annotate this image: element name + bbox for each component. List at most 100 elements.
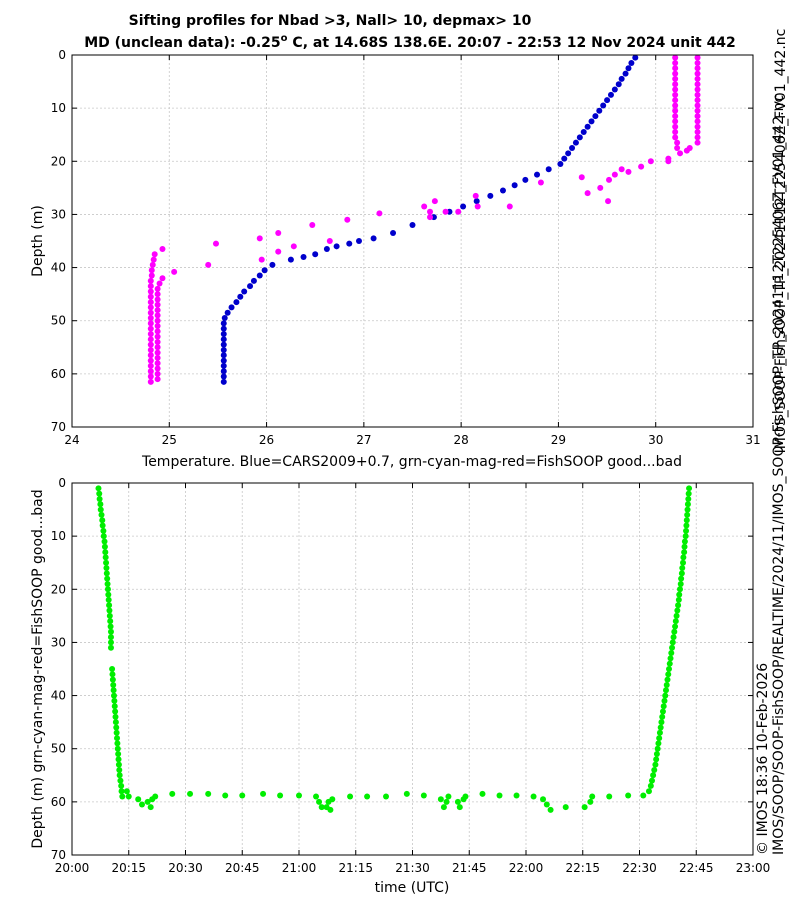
bottom-point-fishsoop-good	[118, 788, 125, 795]
top-point-fishsoop-bad	[638, 163, 645, 170]
top-point-fishsoop-bad	[154, 323, 161, 330]
top-point-cars2009-0-7	[300, 253, 307, 260]
top-point-fishsoop-bad	[154, 317, 161, 324]
bottom-point-fishsoop-good	[685, 490, 692, 497]
top-point-fishsoop-bad	[665, 158, 672, 165]
bottom-point-fishsoop-good	[540, 796, 547, 803]
bottom-y-tick-label: 0	[58, 476, 66, 490]
top-point-fishsoop-bad	[147, 368, 154, 375]
top-x-tick-label: 25	[162, 433, 177, 447]
bottom-point-fishsoop-good	[671, 628, 678, 635]
bottom-point-fishsoop-good	[112, 708, 119, 715]
top-point-fishsoop-bad	[672, 54, 679, 61]
top-point-fishsoop-bad	[597, 184, 604, 191]
bottom-point-fishsoop-good	[112, 713, 119, 720]
top-point-fishsoop-bad	[147, 378, 154, 385]
top-point-fishsoop-bad	[677, 150, 684, 157]
top-point-cars2009-0-7	[220, 378, 227, 385]
top-point-fishsoop-bad	[694, 102, 701, 109]
top-point-fishsoop-bad	[672, 75, 679, 82]
top-point-cars2009-0-7	[600, 102, 607, 109]
top-point-cars2009-0-7	[511, 182, 518, 189]
bottom-point-fishsoop-good	[100, 527, 107, 534]
bottom-y-tick-label: 10	[51, 529, 66, 543]
bottom-point-fishsoop-good	[329, 796, 336, 803]
bottom-point-fishsoop-good	[656, 735, 663, 742]
bottom-point-fishsoop-good	[440, 804, 447, 811]
top-point-fishsoop-bad	[156, 280, 163, 287]
bottom-point-fishsoop-good	[606, 793, 613, 800]
top-point-fishsoop-bad	[506, 203, 513, 210]
bottom-point-fishsoop-good	[107, 618, 114, 625]
bottom-point-fishsoop-good	[443, 798, 450, 805]
top-point-fishsoop-bad	[672, 129, 679, 136]
bottom-point-fishsoop-good	[144, 798, 151, 805]
top-point-cars2009-0-7	[233, 299, 240, 306]
bottom-point-fishsoop-good	[106, 612, 113, 619]
bottom-point-fishsoop-good	[106, 602, 113, 609]
bottom-point-fishsoop-good	[666, 666, 673, 672]
top-point-cars2009-0-7	[580, 129, 587, 136]
top-x-tick-label: 28	[454, 433, 469, 447]
bottom-point-fishsoop-good	[97, 501, 104, 508]
bottom-point-fishsoop-good	[101, 543, 108, 550]
bottom-point-fishsoop-good	[589, 793, 596, 800]
bottom-x-tick-label: 21:15	[338, 861, 373, 875]
bottom-point-fishsoop-good	[260, 790, 267, 797]
bottom-point-fishsoop-good	[119, 793, 126, 800]
bottom-x-tick-label: 21:30	[395, 861, 430, 875]
bottom-point-fishsoop-good	[675, 596, 682, 603]
bottom-point-fishsoop-good	[660, 703, 667, 710]
top-point-fishsoop-bad	[694, 97, 701, 104]
top-point-fishsoop-bad	[154, 296, 161, 303]
top-point-fishsoop-bad	[154, 301, 161, 308]
top-point-cars2009-0-7	[592, 113, 599, 120]
top-x-tick-label: 31	[745, 433, 760, 447]
bottom-point-fishsoop-good	[96, 490, 103, 497]
top-point-fishsoop-bad	[694, 129, 701, 136]
bottom-point-fishsoop-good	[318, 804, 325, 811]
top-point-fishsoop-bad	[147, 315, 154, 322]
bottom-panel-grid	[72, 483, 753, 855]
bottom-point-fishsoop-good	[456, 804, 463, 811]
top-y-tick-label: 20	[51, 154, 66, 168]
bottom-point-fishsoop-good	[445, 793, 452, 800]
top-point-cars2009-0-7	[409, 222, 416, 229]
bottom-point-fishsoop-good	[682, 533, 689, 540]
top-point-fishsoop-bad	[147, 341, 154, 348]
bottom-point-fishsoop-good	[678, 570, 685, 577]
bottom-point-fishsoop-good	[222, 792, 229, 799]
bottom-point-fishsoop-good	[109, 671, 116, 678]
bottom-point-fishsoop-good	[239, 792, 246, 799]
top-point-fishsoop-bad	[584, 190, 591, 197]
bottom-point-fishsoop-good	[111, 697, 118, 704]
bottom-point-fishsoop-good	[403, 790, 410, 797]
bottom-point-fishsoop-good	[662, 692, 669, 699]
top-point-cars2009-0-7	[220, 341, 227, 348]
bottom-point-fishsoop-good	[663, 681, 670, 688]
bottom-point-fishsoop-good	[496, 792, 503, 799]
top-point-cars2009-0-7	[220, 368, 227, 375]
bottom-point-fishsoop-good	[653, 756, 660, 763]
top-point-fishsoop-bad	[421, 203, 428, 210]
bottom-point-fishsoop-good	[587, 798, 594, 805]
bottom-point-fishsoop-good	[659, 713, 666, 720]
top-point-fishsoop-bad	[672, 118, 679, 125]
top-point-fishsoop-bad	[154, 344, 161, 351]
bottom-point-fishsoop-good	[678, 575, 685, 582]
top-point-cars2009-0-7	[588, 118, 595, 125]
top-point-fishsoop-bad	[694, 139, 701, 146]
bottom-point-fishsoop-good	[103, 565, 110, 572]
bottom-point-fishsoop-good	[110, 692, 117, 699]
bottom-point-fishsoop-good	[679, 565, 686, 572]
bottom-point-fishsoop-good	[102, 549, 109, 556]
top-point-fishsoop-bad	[147, 357, 154, 364]
bottom-point-fishsoop-good	[116, 772, 123, 779]
bottom-point-fishsoop-good	[686, 485, 693, 492]
top-point-cars2009-0-7	[632, 54, 639, 61]
bottom-point-fishsoop-good	[105, 591, 112, 598]
bottom-point-fishsoop-good	[96, 495, 103, 502]
bottom-point-fishsoop-good	[107, 634, 114, 641]
top-point-fishsoop-bad	[147, 373, 154, 380]
